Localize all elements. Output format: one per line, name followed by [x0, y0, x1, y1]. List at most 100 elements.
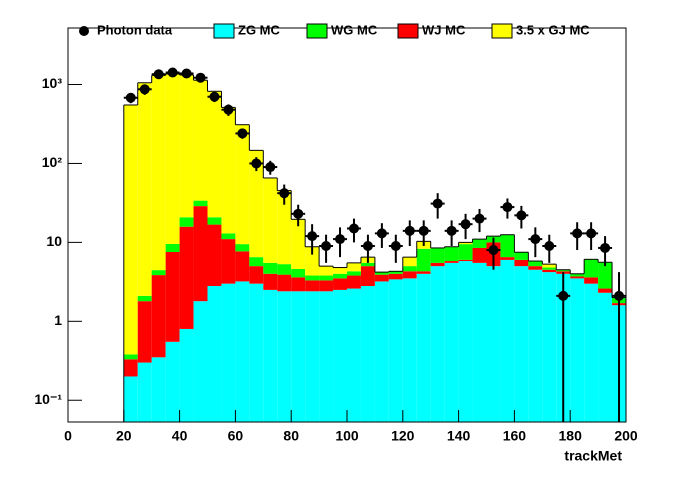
data-point: [249, 157, 264, 172]
bar-segment: [472, 247, 487, 263]
bar-segment: [570, 276, 585, 279]
marker: [153, 69, 164, 80]
bar-segment: [221, 283, 236, 422]
bar-segment: [570, 278, 585, 422]
x-tick-label: 120: [391, 428, 415, 444]
bar-segment: [584, 277, 599, 284]
bar-segment: [291, 277, 306, 292]
bar-segment: [207, 91, 222, 218]
bar-segment: [305, 246, 320, 276]
bar-segment: [416, 248, 431, 272]
marker: [446, 225, 457, 236]
data-point: [291, 204, 306, 227]
bar-segment: [263, 289, 278, 422]
bar-segment: [514, 266, 529, 422]
bar-segment: [123, 359, 138, 377]
marker: [321, 240, 332, 251]
marker: [223, 104, 234, 115]
bar-segment: [388, 273, 403, 280]
marker: [586, 228, 597, 239]
bar-segment: [277, 274, 292, 292]
bar-segment: [207, 224, 222, 287]
bar-segment: [514, 259, 529, 267]
bar-segment: [347, 262, 361, 272]
data-point: [333, 227, 347, 258]
bar-segment: [193, 206, 208, 302]
marker: [516, 210, 527, 221]
bar-segment: [151, 357, 166, 422]
marker: [376, 228, 387, 239]
bar-segment: [598, 262, 613, 289]
x-tick-label: 100: [335, 428, 359, 444]
bar-segment: [430, 266, 445, 422]
bar-segment: [472, 239, 487, 248]
marker: [404, 225, 415, 236]
bar-segment: [542, 272, 557, 422]
marker: [348, 223, 359, 234]
legend-label: 3.5 x GJ MC: [516, 22, 590, 37]
data-point: [388, 234, 403, 263]
marker: [432, 198, 443, 209]
marker: [558, 290, 569, 301]
x-tick-label: 0: [64, 428, 72, 444]
data-point: [500, 198, 515, 219]
bar-segment: [263, 262, 278, 274]
marker: [474, 213, 485, 224]
bar-segment: [123, 354, 138, 360]
bar-segment: [500, 234, 515, 258]
marker: [307, 231, 318, 242]
bar-segment: [458, 242, 473, 245]
data-point: [416, 220, 431, 246]
marker: [167, 67, 178, 78]
bar-segment: [430, 262, 445, 267]
bar-segment: [500, 257, 515, 260]
legend-swatch: [397, 23, 419, 39]
marker: [251, 158, 262, 169]
bar-segment: [402, 257, 417, 267]
y-tick-label: 10³: [42, 75, 63, 91]
data-point: [305, 224, 320, 255]
x-tick-label: 40: [172, 428, 188, 444]
data-point: [542, 234, 557, 263]
bar-segment: [249, 283, 264, 422]
marker: [390, 240, 401, 251]
marker: [139, 84, 150, 95]
bar-segment: [458, 244, 473, 260]
bar-segment: [374, 281, 389, 422]
bar-segment: [137, 295, 152, 302]
x-tick-label: 20: [116, 428, 132, 444]
data-point: [123, 92, 138, 104]
marker: [209, 91, 220, 102]
bar-segment: [263, 177, 278, 263]
bar-segment: [333, 273, 347, 279]
bar-segment: [347, 288, 361, 422]
bar-segment: [430, 247, 445, 263]
bar-segment: [528, 269, 543, 422]
data-point: [165, 67, 180, 78]
marker: [293, 208, 304, 219]
data-point: [263, 160, 278, 175]
bar-segment: [584, 259, 599, 278]
marker: [125, 92, 136, 103]
data-point: [221, 104, 236, 116]
legend-label: Photon data: [97, 22, 173, 37]
bar-segment: [207, 217, 222, 225]
bar-segment: [319, 291, 334, 422]
marker: [362, 240, 373, 251]
bar-segment: [444, 246, 459, 262]
x-axis-label: trackMet: [564, 448, 622, 464]
bar-segment: [179, 328, 194, 422]
bar-segment: [374, 272, 389, 275]
bar-segment: [221, 239, 236, 284]
marker: [265, 162, 276, 173]
marker: [530, 234, 541, 245]
bar-segment: [249, 257, 264, 267]
bar-segment: [305, 280, 320, 292]
bar-segment: [137, 362, 152, 422]
marker: [237, 128, 248, 139]
bar-segment: [207, 286, 222, 422]
bar-segment: [249, 150, 264, 258]
data-point: [472, 208, 487, 233]
bar-segment: [458, 259, 473, 262]
x-tick-label: 60: [228, 428, 244, 444]
